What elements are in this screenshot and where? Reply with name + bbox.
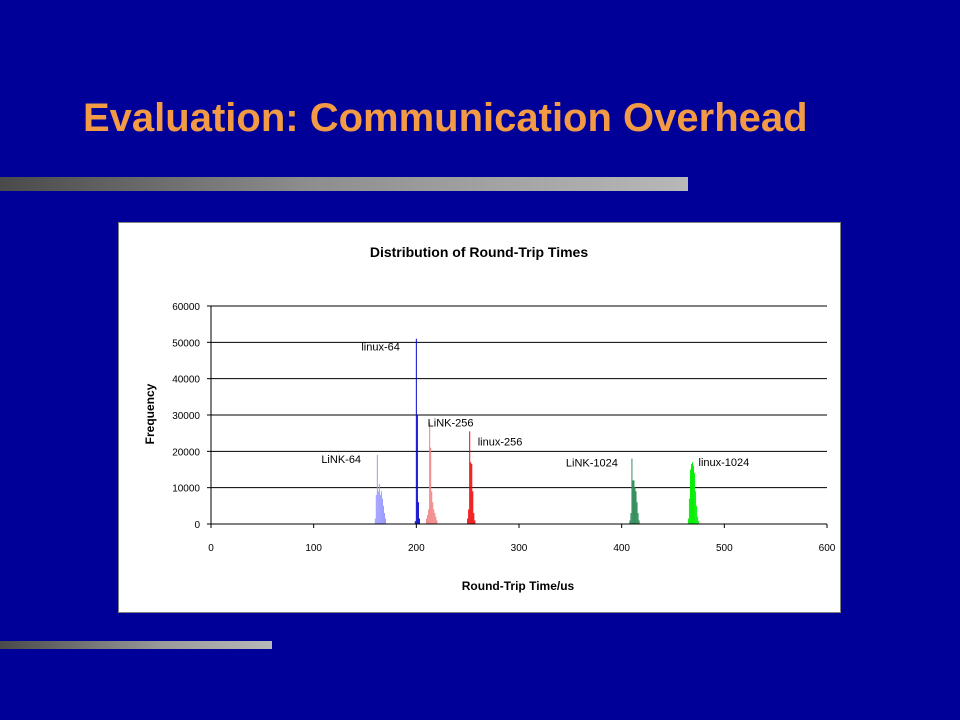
series-label: LiNK-64 [321,454,361,466]
histogram-bar [377,491,379,524]
histogram-bar [415,338,417,524]
histogram-bar [634,487,636,524]
histogram-bar [435,516,437,524]
histogram-bar [689,469,691,524]
histogram-bar [436,520,438,524]
histogram-bar [470,462,472,524]
x-tick-label: 500 [716,543,733,554]
histogram-bar [473,513,475,524]
y-tick-label: 40000 [172,375,200,386]
histogram-bar [375,494,377,524]
x-tick-label: 200 [408,543,425,554]
y-tick-label: 0 [194,520,200,531]
y-tick-label: 50000 [172,338,200,349]
histogram-bar [374,518,376,524]
slide-title: Evaluation: Communication Overhead [83,96,808,140]
histogram-bar [629,520,631,524]
histogram-bar [468,509,470,524]
histogram-bar [417,502,419,524]
series-label: linux-1024 [699,457,750,469]
histogram-bar [430,447,432,524]
chart-panel: Distribution of Round-Trip Times Round-T… [118,222,841,613]
histogram-bar [433,509,435,524]
histogram-bar [693,465,695,524]
histogram-bar [379,494,381,524]
series-label: linux-256 [478,436,523,448]
histogram-bar [633,480,635,524]
series-labels: LiNK-64 linux-64 LiNK-256 linux-256 LiNK-102… [321,342,749,470]
y-tick-label: 20000 [172,447,200,458]
series-label: LiNK-256 [428,417,474,429]
histogram-bar [697,516,699,524]
histogram-bar [635,491,637,524]
histogram-bar [429,422,431,524]
axes: 0 10000 20000 30000 40000 50000 60000 0 100 200 30… [172,302,836,554]
histogram-bar [690,464,692,524]
histogram-bar [376,454,378,524]
x-tick-label: 300 [511,543,528,554]
histogram-bar [378,484,380,524]
y-axis-label: Frequency [143,383,157,444]
histogram-bar [382,505,384,524]
y-tick-label: 10000 [172,484,200,495]
histogram-bar [694,473,696,524]
histogram-bar [637,513,639,524]
histogram-bar [432,502,434,524]
histogram-bar [472,491,474,524]
histogram-bar [638,520,640,524]
histogram-bar [692,462,693,524]
histogram-bar [474,520,476,524]
histogram-bar [696,505,698,524]
histogram-bar [695,491,697,524]
bottom-divider-bar [0,641,272,649]
histogram-bar [427,514,429,524]
histogram-bar [632,480,634,524]
histogram-bar [630,513,632,524]
x-tick-label: 0 [208,543,214,554]
histogram-bar [688,498,690,524]
histogram-bar [467,518,469,524]
chart-title: Distribution of Round-Trip Times [370,244,588,260]
x-axis-label: Round-Trip Time/us [462,579,575,593]
histogram-bar [381,498,383,524]
histogram-bar [434,513,436,524]
gridlines [211,305,827,489]
histogram-bar [431,491,433,524]
histogram-bar [414,521,416,524]
histogram-bar [636,502,638,524]
x-tick-label: 400 [613,543,630,554]
histogram-bar [384,513,385,524]
series-label: LiNK-1024 [566,458,618,470]
histogram-bar [471,464,473,524]
histogram-bar [687,518,689,524]
y-tick-label: 60000 [172,302,200,313]
histogram-bars [374,338,700,524]
histogram-bar [385,518,387,524]
histogram-bar [698,521,700,524]
series-label: linux-64 [361,342,400,354]
histogram-bar [631,458,633,524]
histogram-bar [426,518,428,524]
top-divider-bar [0,177,688,191]
x-tick-label: 600 [819,543,836,554]
histogram-bar [469,431,471,524]
histogram-bar [380,491,382,524]
histogram-bar [416,415,418,524]
histogram-bar [418,518,420,524]
histogram-bar [428,509,430,524]
round-trip-histogram: Distribution of Round-Trip Times Round-T… [143,244,836,593]
x-tick-label: 100 [305,543,322,554]
y-tick-label: 30000 [172,411,200,422]
